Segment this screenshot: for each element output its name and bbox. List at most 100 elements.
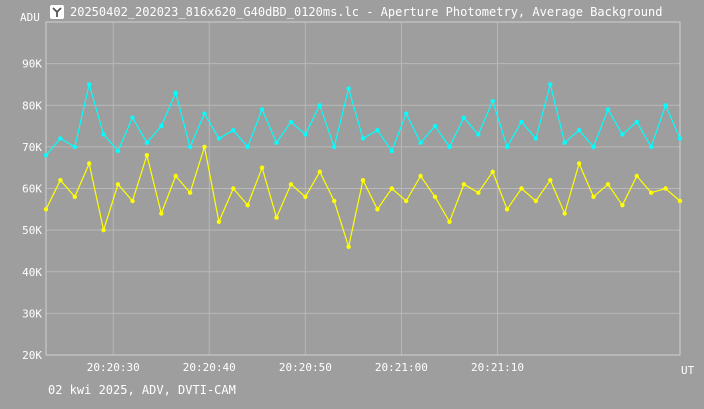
data-point	[274, 215, 279, 220]
data-point	[533, 198, 539, 204]
data-point	[634, 173, 639, 179]
y-tick-label: 70K	[22, 141, 42, 154]
data-point	[389, 148, 394, 154]
data-point	[288, 119, 294, 125]
data-point	[591, 144, 596, 150]
data-point	[562, 140, 567, 145]
series-1	[43, 144, 683, 250]
data-point	[173, 90, 178, 96]
data-point	[231, 186, 236, 191]
data-point	[115, 182, 121, 187]
data-point	[649, 190, 654, 195]
data-point	[101, 132, 106, 137]
data-point	[144, 153, 150, 158]
data-point	[259, 107, 265, 112]
y-tick-label: 40K	[22, 266, 42, 279]
data-point	[231, 128, 236, 133]
data-point	[332, 144, 337, 150]
plot-frame	[45, 21, 681, 356]
y-axis-label: ADU	[20, 11, 40, 24]
data-point	[663, 186, 668, 191]
data-point	[404, 198, 409, 204]
data-point	[677, 136, 683, 141]
data-point	[461, 182, 467, 187]
y-axis-ticks: 20K 30K 40K 50K 60K 70K 80K 90K	[22, 58, 42, 362]
data-point	[634, 119, 639, 125]
x-tick-label: 20:20:40	[183, 361, 236, 374]
data-point	[245, 144, 250, 150]
data-point	[58, 178, 63, 183]
data-point	[576, 128, 582, 133]
x-tick-label: 20:20:30	[87, 361, 140, 374]
data-point	[677, 198, 683, 204]
data-point	[202, 144, 207, 150]
data-point	[72, 144, 78, 150]
data-point	[303, 132, 308, 137]
data-point	[533, 136, 539, 141]
x-tick-label: 20:21:10	[471, 361, 524, 374]
data-point	[101, 227, 106, 233]
data-point	[72, 194, 78, 199]
data-point	[605, 107, 611, 112]
data-point	[576, 161, 582, 166]
data-point	[447, 144, 452, 150]
data-point	[476, 190, 481, 195]
data-point	[375, 128, 380, 133]
data-point	[360, 136, 366, 141]
data-point	[490, 169, 495, 174]
data-point	[43, 153, 49, 158]
data-point	[87, 82, 92, 87]
data-point	[620, 203, 625, 208]
data-point	[389, 186, 394, 191]
data-point	[620, 132, 625, 137]
data-point	[418, 173, 423, 179]
data-point	[332, 198, 337, 204]
data-point	[259, 165, 265, 170]
data-point	[490, 98, 495, 104]
y-tick-label: 80K	[22, 99, 42, 112]
y-tick-label: 50K	[22, 224, 42, 237]
data-point	[274, 140, 279, 145]
chart-title: 20250402_202023_816x620_G40dBD_0120ms.lc…	[70, 5, 663, 19]
data-point	[216, 219, 222, 224]
data-point	[548, 82, 553, 87]
x-axis-label: UT	[681, 364, 695, 377]
grid	[46, 22, 680, 356]
data-point	[216, 136, 222, 141]
data-point	[432, 123, 438, 129]
data-point	[87, 161, 92, 166]
app-logo-icon	[50, 5, 64, 19]
series-layer	[43, 82, 683, 250]
series-line	[45, 146, 681, 250]
data-point	[519, 186, 524, 191]
data-point	[288, 182, 294, 187]
footer-info: 02 kwi 2025, ADV, DVTI-CAM	[48, 383, 236, 397]
data-point	[519, 119, 524, 125]
series-0	[43, 82, 683, 158]
data-point	[43, 207, 49, 212]
data-point	[504, 144, 510, 150]
data-point	[447, 219, 452, 224]
data-point	[418, 140, 423, 145]
data-point	[346, 244, 351, 249]
data-point	[130, 198, 135, 204]
data-point	[562, 211, 567, 216]
data-point	[649, 144, 654, 150]
data-point	[303, 194, 308, 199]
data-point	[187, 190, 193, 195]
data-point	[404, 111, 409, 116]
data-point	[317, 103, 322, 108]
data-point	[245, 203, 250, 208]
series-line	[45, 82, 681, 156]
data-point	[115, 148, 121, 154]
data-point	[173, 173, 178, 179]
data-point	[605, 182, 611, 187]
y-tick-label: 60K	[22, 183, 42, 196]
data-point	[461, 115, 467, 120]
data-point	[159, 123, 164, 129]
y-tick-label: 20K	[22, 349, 42, 362]
x-tick-label: 20:20:50	[279, 361, 332, 374]
data-point	[317, 169, 322, 174]
data-point	[159, 211, 164, 216]
